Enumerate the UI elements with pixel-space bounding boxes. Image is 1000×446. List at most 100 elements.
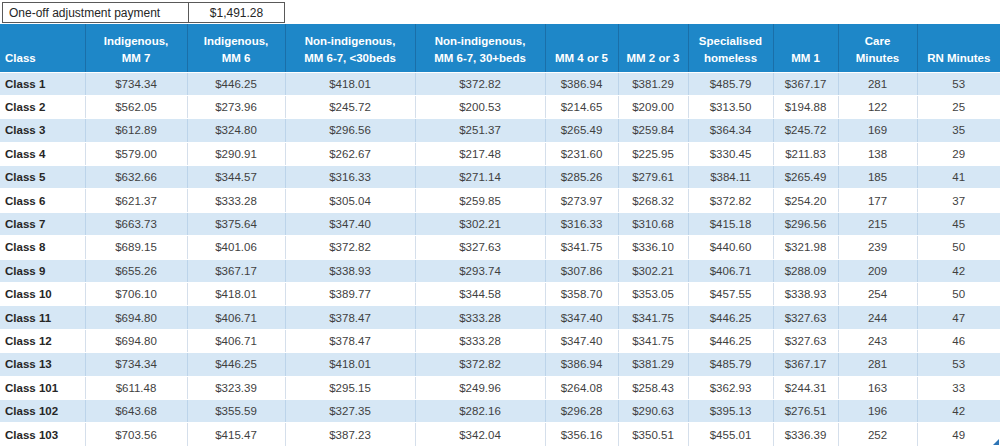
value-cell[interactable]: $214.65 (545, 95, 618, 118)
value-cell[interactable]: 254 (838, 283, 917, 306)
value-cell[interactable]: 281 (838, 72, 917, 95)
value-cell[interactable]: 50 (917, 283, 1000, 306)
value-cell[interactable]: 163 (838, 376, 917, 399)
value-cell[interactable]: $446.25 (688, 329, 773, 352)
value-cell[interactable]: 244 (838, 306, 917, 329)
value-cell[interactable]: 177 (838, 189, 917, 212)
value-cell[interactable]: $611.48 (85, 376, 187, 399)
value-cell[interactable]: $276.51 (773, 399, 838, 422)
value-cell[interactable]: $562.05 (85, 95, 187, 118)
value-cell[interactable]: $485.79 (688, 353, 773, 376)
value-cell[interactable]: $395.13 (688, 399, 773, 422)
value-cell[interactable]: 239 (838, 236, 917, 259)
value-cell[interactable]: $327.35 (285, 399, 415, 422)
value-cell[interactable]: $194.88 (773, 95, 838, 118)
value-cell[interactable]: $415.18 (688, 212, 773, 235)
value-cell[interactable]: $333.28 (415, 306, 545, 329)
value-cell[interactable]: $694.80 (85, 306, 187, 329)
value-cell[interactable]: $265.49 (773, 166, 838, 189)
row-class-cell[interactable]: Class 2 (0, 95, 85, 118)
row-class-cell[interactable]: Class 102 (0, 399, 85, 422)
value-cell[interactable]: 169 (838, 119, 917, 142)
value-cell[interactable]: $271.14 (415, 166, 545, 189)
value-cell[interactable]: $418.01 (187, 283, 285, 306)
value-cell[interactable]: $455.01 (688, 423, 773, 446)
row-class-cell[interactable]: Class 8 (0, 236, 85, 259)
value-cell[interactable]: $734.34 (85, 72, 187, 95)
adjustment-payment-value-cell[interactable]: $1,491.28 (189, 3, 284, 22)
row-class-cell[interactable]: Class 11 (0, 306, 85, 329)
value-cell[interactable]: $327.63 (415, 236, 545, 259)
value-cell[interactable]: $663.73 (85, 212, 187, 235)
value-cell[interactable]: $273.97 (545, 189, 618, 212)
value-cell[interactable]: $285.26 (545, 166, 618, 189)
value-cell[interactable]: $367.17 (773, 72, 838, 95)
value-cell[interactable]: $307.86 (545, 259, 618, 282)
row-class-cell[interactable]: Class 10 (0, 283, 85, 306)
value-cell[interactable]: $290.63 (618, 399, 688, 422)
value-cell[interactable]: $347.40 (545, 306, 618, 329)
value-cell[interactable]: $621.37 (85, 189, 187, 212)
value-cell[interactable]: $264.08 (545, 376, 618, 399)
value-cell[interactable]: 138 (838, 142, 917, 165)
value-cell[interactable]: $372.82 (688, 189, 773, 212)
value-cell[interactable]: 50 (917, 236, 1000, 259)
value-cell[interactable]: $440.60 (688, 236, 773, 259)
value-cell[interactable]: $279.61 (618, 166, 688, 189)
value-cell[interactable]: $259.85 (415, 189, 545, 212)
value-cell[interactable]: 122 (838, 95, 917, 118)
value-cell[interactable]: $338.93 (773, 283, 838, 306)
value-cell[interactable]: $378.47 (285, 329, 415, 352)
value-cell[interactable]: $211.83 (773, 142, 838, 165)
column-header-mm1[interactable]: MM 1 (773, 24, 838, 72)
value-cell[interactable]: $336.39 (773, 423, 838, 446)
value-cell[interactable]: $358.70 (545, 283, 618, 306)
value-cell[interactable]: 53 (917, 353, 1000, 376)
value-cell[interactable]: 45 (917, 212, 1000, 235)
value-cell[interactable]: $296.28 (545, 399, 618, 422)
value-cell[interactable]: 196 (838, 399, 917, 422)
value-cell[interactable]: $244.31 (773, 376, 838, 399)
value-cell[interactable]: $364.34 (688, 119, 773, 142)
column-header-specialised-homeless[interactable]: Specialised homeless (688, 24, 773, 72)
value-cell[interactable]: $342.04 (415, 423, 545, 446)
row-class-cell[interactable]: Class 4 (0, 142, 85, 165)
value-cell[interactable]: $302.21 (415, 212, 545, 235)
value-cell[interactable]: $356.16 (545, 423, 618, 446)
column-header-mm4or5[interactable]: MM 4 or 5 (545, 24, 618, 72)
value-cell[interactable]: $406.71 (187, 306, 285, 329)
value-cell[interactable]: $401.06 (187, 236, 285, 259)
value-cell[interactable]: $273.96 (187, 95, 285, 118)
value-cell[interactable]: $293.74 (415, 259, 545, 282)
value-cell[interactable]: 42 (917, 399, 1000, 422)
value-cell[interactable]: $378.47 (285, 306, 415, 329)
value-cell[interactable]: $265.49 (545, 119, 618, 142)
value-cell[interactable]: $406.71 (187, 329, 285, 352)
value-cell[interactable]: $251.37 (415, 119, 545, 142)
column-header-indigenous-mm6[interactable]: Indigenous, MM 6 (187, 24, 285, 72)
value-cell[interactable]: $418.01 (285, 72, 415, 95)
value-cell[interactable]: $341.75 (545, 236, 618, 259)
value-cell[interactable]: $327.63 (773, 306, 838, 329)
value-cell[interactable]: $245.72 (285, 95, 415, 118)
value-cell[interactable]: $689.15 (85, 236, 187, 259)
column-header-indigenous-mm7[interactable]: Indigenous, MM 7 (85, 24, 187, 72)
value-cell[interactable]: 35 (917, 119, 1000, 142)
column-header-mm2or3[interactable]: MM 2 or 3 (618, 24, 688, 72)
value-cell[interactable]: $350.51 (618, 423, 688, 446)
value-cell[interactable]: 25 (917, 95, 1000, 118)
value-cell[interactable]: $353.05 (618, 283, 688, 306)
value-cell[interactable]: $295.15 (285, 376, 415, 399)
row-class-cell[interactable]: Class 103 (0, 423, 85, 446)
value-cell[interactable]: $323.39 (187, 376, 285, 399)
value-cell[interactable]: 47 (917, 306, 1000, 329)
row-class-cell[interactable]: Class 5 (0, 166, 85, 189)
value-cell[interactable]: $415.47 (187, 423, 285, 446)
value-cell[interactable]: $706.10 (85, 283, 187, 306)
value-cell[interactable]: $296.56 (773, 212, 838, 235)
value-cell[interactable]: $316.33 (545, 212, 618, 235)
value-cell[interactable]: $632.66 (85, 166, 187, 189)
value-cell[interactable]: $330.45 (688, 142, 773, 165)
value-cell[interactable]: $321.98 (773, 236, 838, 259)
value-cell[interactable]: $200.53 (415, 95, 545, 118)
